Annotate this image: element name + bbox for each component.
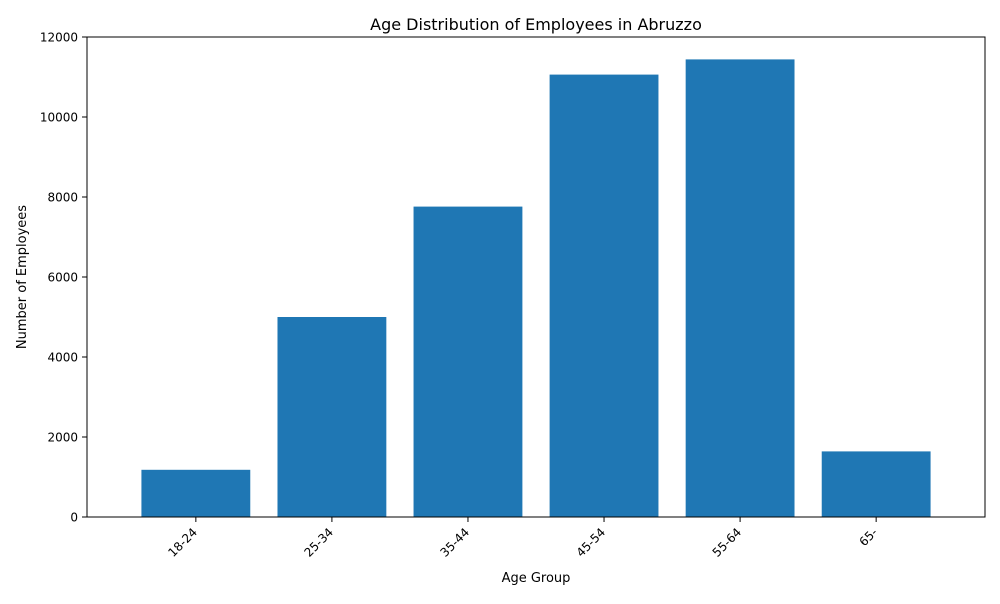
plot-frame (86, 36, 986, 518)
chart-title: Age Distribution of Employees in Abruzzo (370, 15, 702, 34)
x-tick-label: 35-44 (438, 525, 473, 560)
x-axis-ticks: 18-24 25-34 35-44 45-54 55-64 65- (165, 517, 880, 560)
bar-25-34 (277, 317, 387, 517)
y-tick-label: 8000 (47, 191, 78, 205)
y-axis-ticks: 0 2000 4000 6000 8000 10000 12000 (40, 31, 87, 525)
y-tick-label: 12000 (40, 31, 78, 45)
y-tick-label: 4000 (47, 351, 78, 365)
bar-35-44 (413, 206, 523, 517)
bar-65- (821, 451, 931, 517)
x-tick-label: 65- (857, 525, 881, 549)
y-tick-label: 10000 (40, 111, 78, 125)
bars-group (141, 59, 931, 518)
x-tick-label: 25-34 (301, 525, 336, 560)
bar-55-64 (685, 59, 795, 518)
x-tick-label: 18-24 (165, 525, 200, 560)
y-tick-label: 6000 (47, 271, 78, 285)
x-axis-label: Age Group (502, 571, 571, 586)
x-tick-label: 45-54 (574, 525, 609, 560)
y-tick-label: 0 (70, 511, 78, 525)
bar-18-24 (141, 469, 251, 517)
y-tick-label: 2000 (47, 431, 78, 445)
bar-45-54 (549, 74, 659, 517)
x-tick-label: 55-64 (710, 525, 745, 560)
y-axis-label: Number of Employees (15, 205, 30, 349)
